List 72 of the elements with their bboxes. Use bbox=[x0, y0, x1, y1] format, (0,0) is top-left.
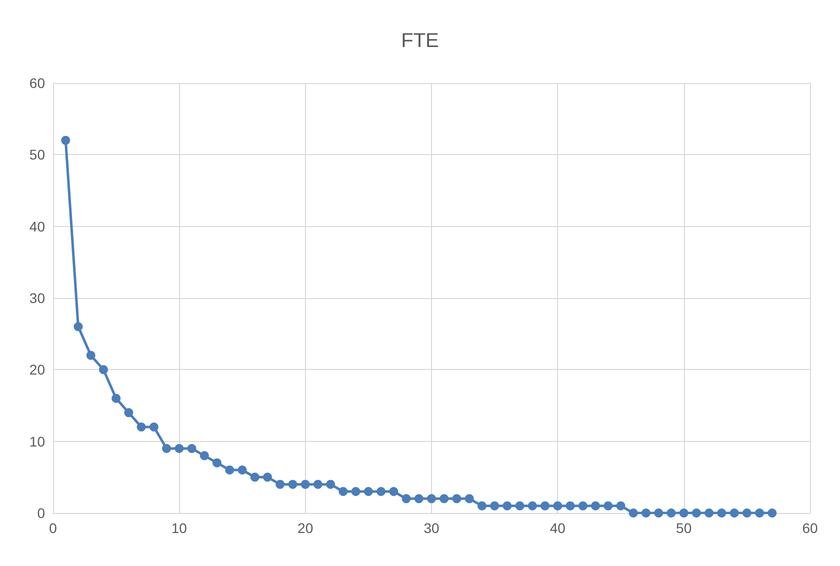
point bbox=[402, 494, 411, 504]
point bbox=[200, 451, 209, 460]
point bbox=[604, 501, 613, 510]
point bbox=[704, 508, 714, 518]
point bbox=[641, 508, 650, 518]
chart-title: FTE bbox=[401, 30, 439, 52]
y-tick-label: 20 bbox=[29, 362, 46, 378]
point bbox=[566, 501, 575, 510]
point bbox=[452, 494, 462, 504]
point bbox=[654, 508, 664, 518]
y-tick-label: 10 bbox=[29, 433, 46, 450]
point bbox=[730, 508, 739, 518]
point bbox=[174, 444, 184, 453]
point bbox=[553, 501, 562, 510]
point bbox=[515, 501, 524, 510]
x-tick-label: 40 bbox=[550, 520, 566, 536]
point bbox=[742, 508, 752, 518]
point bbox=[364, 487, 373, 496]
y-tick-label: 40 bbox=[29, 218, 46, 234]
point bbox=[276, 480, 285, 489]
point bbox=[351, 487, 360, 496]
point bbox=[338, 487, 348, 496]
point bbox=[136, 422, 146, 432]
point bbox=[477, 501, 486, 510]
point bbox=[124, 408, 134, 418]
y-tick-label: 30 bbox=[29, 290, 46, 306]
point bbox=[440, 494, 449, 504]
point bbox=[616, 501, 626, 510]
point bbox=[149, 422, 158, 432]
point bbox=[755, 508, 764, 518]
x-tick-label: 0 bbox=[49, 520, 58, 536]
point bbox=[238, 466, 247, 474]
point bbox=[376, 487, 386, 496]
point bbox=[540, 501, 550, 510]
point bbox=[502, 501, 512, 510]
point bbox=[679, 508, 688, 518]
x-tick-label: 30 bbox=[424, 520, 440, 536]
point bbox=[666, 508, 676, 518]
point bbox=[250, 472, 260, 482]
point bbox=[225, 466, 234, 474]
y-tick-label: 60 bbox=[29, 75, 46, 91]
point bbox=[326, 480, 336, 489]
point bbox=[768, 508, 777, 518]
point bbox=[389, 487, 398, 496]
point bbox=[628, 508, 638, 518]
x-tick-label: 50 bbox=[676, 520, 692, 536]
point bbox=[86, 350, 96, 360]
point bbox=[288, 480, 298, 489]
point bbox=[98, 365, 108, 374]
point bbox=[313, 480, 322, 489]
x-tick-label: 20 bbox=[298, 520, 314, 536]
y-tick-label: 50 bbox=[29, 146, 46, 163]
point bbox=[112, 394, 121, 403]
point bbox=[162, 444, 172, 453]
x-tick-label: 60 bbox=[802, 520, 818, 536]
point bbox=[187, 444, 196, 453]
point bbox=[528, 501, 537, 510]
point bbox=[591, 501, 600, 510]
point bbox=[578, 501, 588, 510]
point bbox=[717, 508, 726, 518]
point bbox=[414, 494, 424, 504]
point bbox=[61, 136, 70, 145]
point bbox=[427, 494, 436, 504]
point bbox=[464, 494, 474, 504]
point bbox=[300, 480, 310, 489]
y-tick-label: 0 bbox=[37, 505, 46, 521]
point bbox=[262, 472, 272, 482]
point bbox=[490, 501, 500, 510]
point bbox=[212, 458, 222, 468]
point bbox=[74, 322, 83, 332]
x-tick-label: 10 bbox=[171, 520, 188, 536]
point bbox=[692, 508, 701, 518]
